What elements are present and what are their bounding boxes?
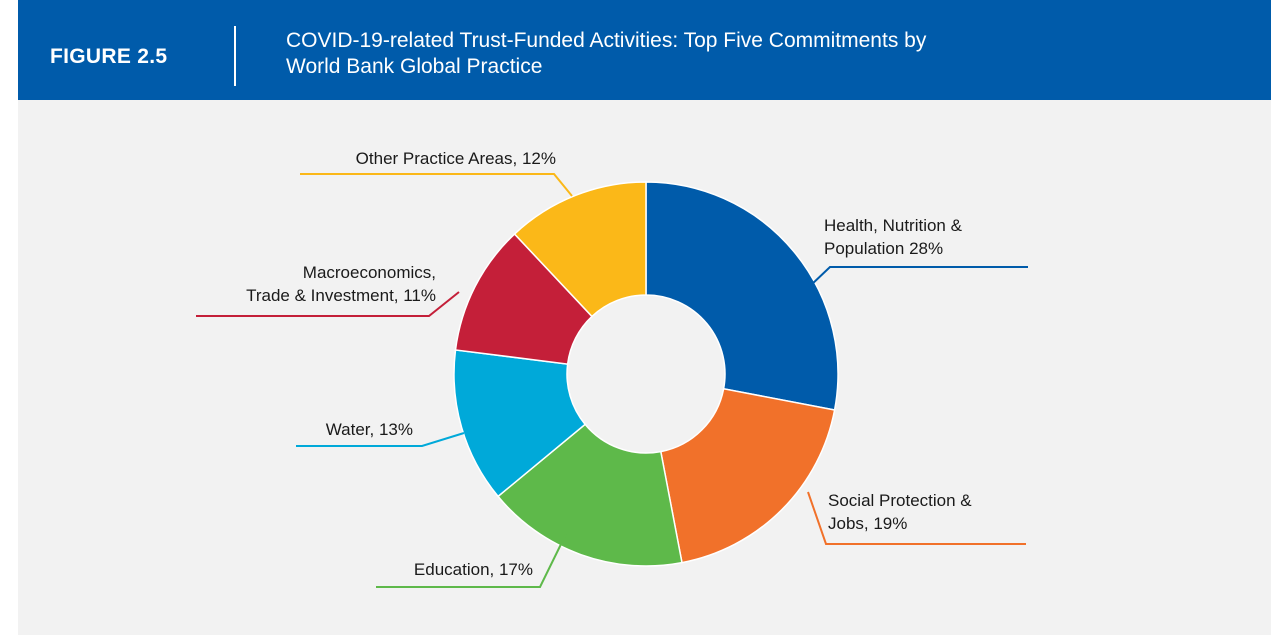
leader-line-0 — [809, 266, 1028, 287]
figure-title: COVID-19-related Trust-Funded Activities… — [286, 28, 1186, 80]
figure-title-line-1: COVID-19-related Trust-Funded Activities… — [286, 29, 927, 52]
header-divider — [234, 26, 236, 86]
leader-line-2 — [376, 533, 567, 588]
slice-label-1: Social Protection & Jobs, 19% — [828, 491, 972, 533]
donut-chart: Health, Nutrition & Population 28% Social … — [196, 149, 1028, 588]
figure-header: FIGURE 2.5 COVID-19-related Trust-Funded… — [18, 0, 1271, 100]
figure-title-line-2: World Bank Global Practice — [286, 55, 543, 78]
figure: FIGURE 2.5 COVID-19-related Trust-Funded… — [18, 0, 1271, 635]
slice-label-1-line-0: Social Protection & — [828, 491, 972, 510]
slice-label-4: Macroeconomics, Trade & Investment, 11% — [246, 263, 436, 305]
figure-label: FIGURE 2.5 — [50, 45, 168, 68]
leader-line-5 — [300, 173, 573, 197]
donut-slice-3 — [453, 349, 587, 498]
slice-label-4-line-1: Trade & Investment, 11% — [246, 286, 436, 305]
donut-slice-1 — [659, 387, 836, 564]
leader-line-3 — [296, 432, 465, 447]
leader-line-1 — [807, 491, 1026, 545]
donut-slice-2 — [497, 423, 683, 567]
slice-label-0: Health, Nutrition & Population 28% — [824, 216, 963, 258]
slice-label-3-line-0: Water, 13% — [326, 420, 413, 439]
slice-label-5-line-0: Other Practice Areas, 12% — [356, 149, 556, 168]
slice-label-3: Water, 13% — [326, 420, 413, 439]
plot-area: Health, Nutrition & Population 28% Social … — [18, 100, 1271, 635]
donut-slice-5 — [513, 181, 647, 318]
slice-label-2: Education, 17% — [414, 560, 533, 579]
slice-label-4-line-0: Macroeconomics, — [303, 263, 436, 282]
slice-label-5: Other Practice Areas, 12% — [356, 149, 556, 168]
donut-slice-0 — [645, 181, 839, 411]
slice-label-0-line-1: Population 28% — [824, 239, 943, 258]
slice-label-2-line-0: Education, 17% — [414, 560, 533, 579]
slice-label-1-line-1: Jobs, 19% — [828, 514, 907, 533]
slice-label-0-line-0: Health, Nutrition & — [824, 216, 963, 235]
leader-line-4 — [196, 291, 460, 317]
